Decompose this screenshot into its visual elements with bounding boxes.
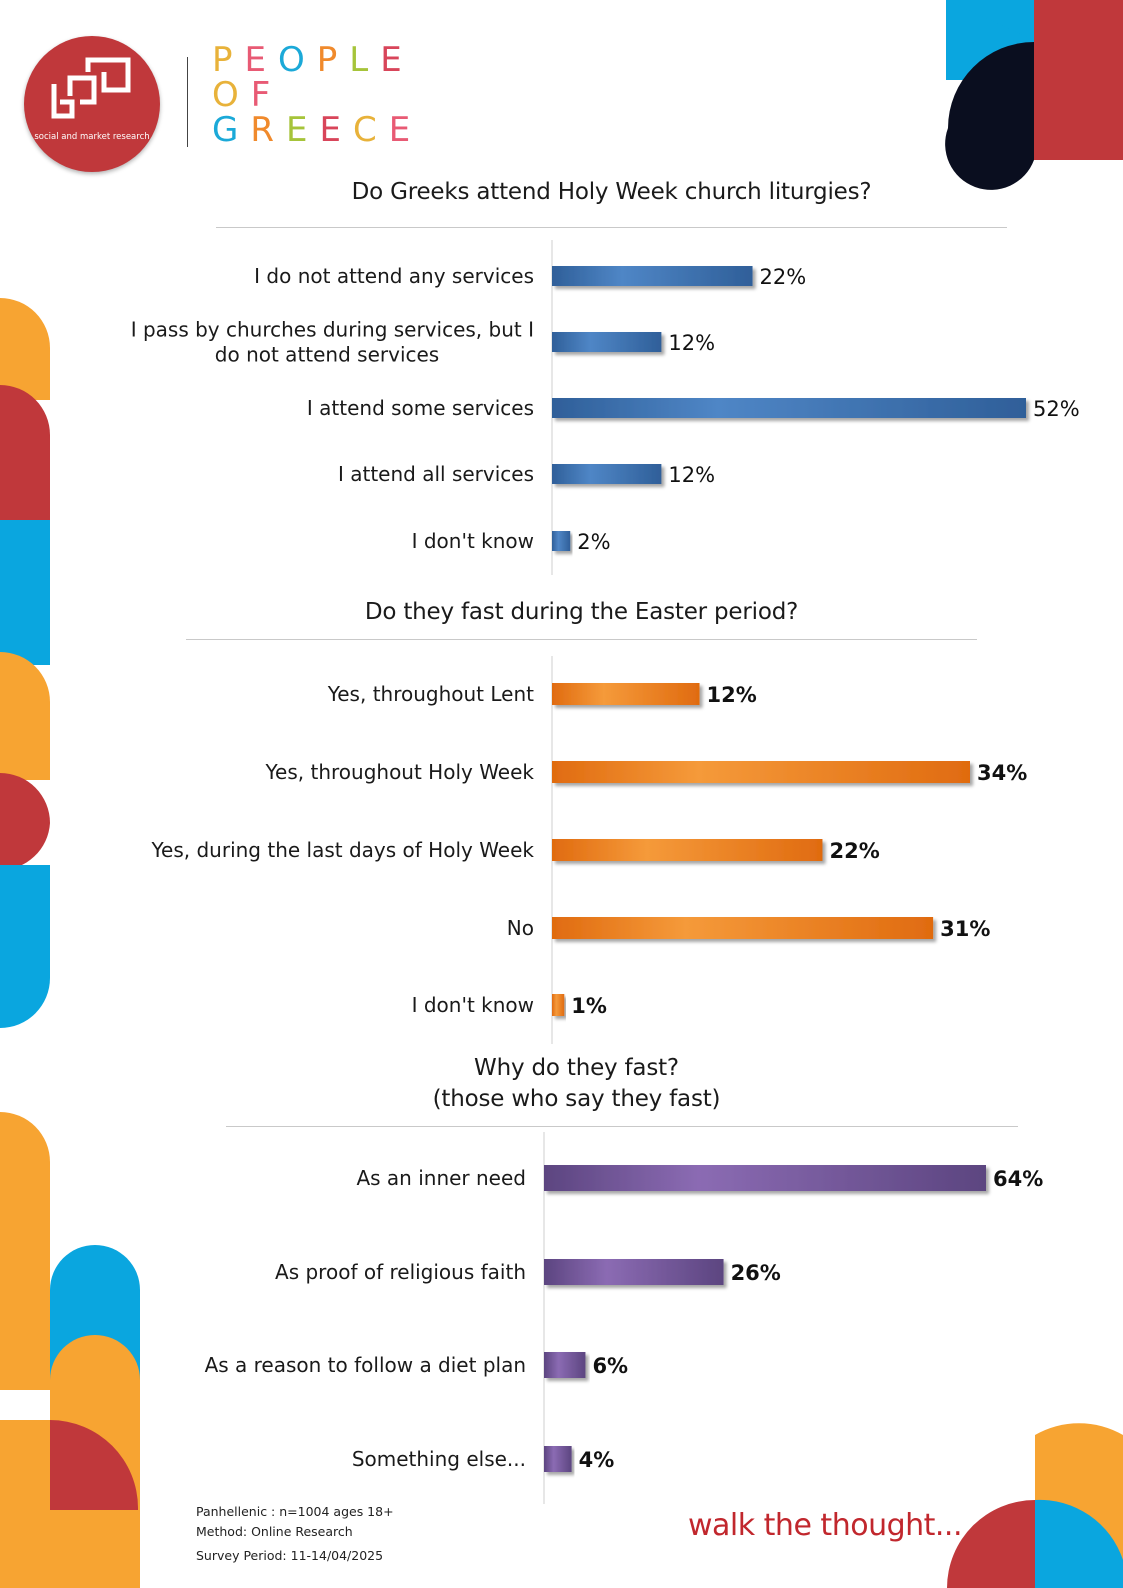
chart-2-title: Do they fast during the Easter period? (364, 599, 799, 625)
value-label: 12% (707, 683, 757, 707)
chart-1-bars: 22% I do not attend any services 12% I pass… (131, 240, 1080, 575)
chart-3-bars: 64% As an inner need 26% As proof of religi… (205, 1132, 1043, 1504)
brand-letter: G (212, 110, 251, 150)
category-label: I do not attend any services (254, 264, 534, 288)
category-label: I don't know (412, 993, 534, 1017)
category-label: I attend some services (307, 396, 534, 420)
chart-1-rule (216, 227, 1007, 228)
brand-letter: F (250, 75, 283, 115)
brand-letter: E (319, 110, 353, 150)
period-note: Survey Period: 11-14/04/2025 (196, 1548, 384, 1563)
brand-letter: L (349, 40, 381, 80)
brand-letter: E (388, 110, 423, 150)
chart-3-title: Why do they fast? (474, 1055, 679, 1081)
category-label: As an inner need (356, 1166, 526, 1190)
sample-note: Panhellenic : n=1004 ages 18+ (196, 1504, 394, 1519)
bar (552, 398, 1026, 418)
value-label: 12% (668, 463, 715, 487)
value-label: 2% (577, 530, 610, 554)
bar (544, 1446, 572, 1472)
tagline: walk the thought... (688, 1508, 963, 1543)
category-label: do not attend services (215, 343, 439, 367)
logo-caption: social and market research (34, 132, 150, 142)
value-label: 52% (1033, 397, 1080, 421)
brand-letter: O (212, 75, 251, 115)
value-label: 34% (977, 761, 1027, 785)
brand-letter: O (278, 40, 317, 80)
brand-letter: R (250, 110, 286, 150)
chart-3-subtitle: (those who say they fast) (432, 1086, 721, 1112)
brand-line-1: PEOPLE (212, 42, 414, 78)
category-label: No (507, 916, 534, 940)
category-label: Something else... (352, 1447, 526, 1471)
value-label: 31% (940, 917, 990, 941)
value-label: 1% (571, 994, 607, 1018)
brand-letter: E (244, 40, 278, 80)
company-logo: social and market research (24, 36, 160, 172)
bar (552, 531, 571, 551)
chart-2-rule (186, 639, 977, 640)
chart-1-title: Do Greeks attend Holy Week church liturg… (351, 179, 872, 205)
value-label: 4% (579, 1448, 615, 1472)
bar (552, 266, 753, 286)
category-label: Yes, throughout Holy Week (264, 760, 534, 784)
brand-letter: P (212, 40, 245, 80)
value-label: 12% (668, 331, 715, 355)
chart-3-rule (226, 1126, 1018, 1127)
category-label: I attend all services (338, 462, 534, 486)
brand-letter: E (380, 40, 414, 80)
header: social and market research PEOPLE OF GRE… (0, 0, 1123, 172)
category-label: I pass by churches during services, but … (131, 318, 534, 342)
bar (544, 1259, 724, 1285)
value-label: 26% (731, 1261, 781, 1285)
category-label: Yes, during the last days of Holy Week (150, 838, 534, 862)
category-label: As proof of religious faith (275, 1260, 526, 1284)
chart-2-bars: 12% Yes, throughout Lent 34% Yes, throughou… (150, 656, 1027, 1044)
value-label: 6% (592, 1354, 628, 1378)
value-label: 22% (829, 839, 879, 863)
bar (552, 761, 970, 783)
brand-letter: P (316, 40, 350, 80)
header-divider (187, 57, 188, 147)
category-label: I don't know (412, 529, 534, 553)
method-note: Method: Online Research (196, 1524, 353, 1539)
bar (552, 332, 662, 352)
brand-letter: C (352, 110, 389, 150)
value-label: 22% (760, 265, 807, 289)
category-label: As a reason to follow a diet plan (205, 1353, 526, 1377)
bar (552, 917, 934, 939)
brand-line-2: OF (212, 77, 282, 113)
bar (552, 839, 823, 861)
bar (544, 1352, 586, 1378)
brand-line-3: GREECE (212, 112, 422, 148)
bar (552, 683, 700, 705)
logo-mark-icon (51, 57, 131, 119)
category-label: Yes, throughout Lent (327, 682, 534, 706)
value-label: 64% (993, 1167, 1043, 1191)
bar (552, 464, 662, 484)
bar (544, 1165, 986, 1191)
brand-letter: E (285, 110, 320, 150)
bar (552, 994, 565, 1016)
